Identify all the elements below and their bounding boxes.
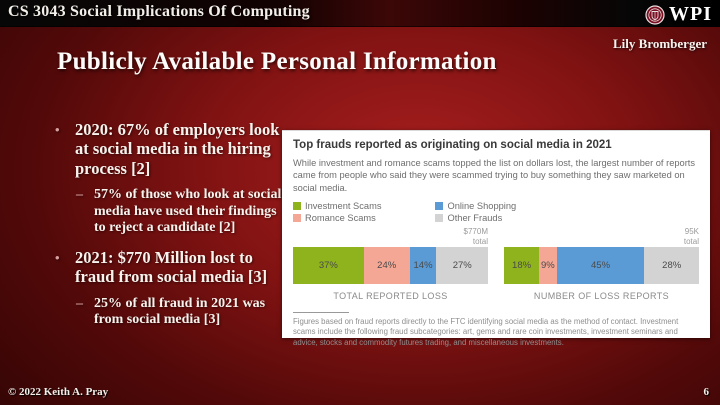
bullet-text: 57% of those who look at social media ha…: [94, 187, 282, 236]
bar-block: $770M total 37% 24% 14% 27% TOTAL REPORTED LOS…: [293, 225, 488, 301]
bar-segment: 27%: [436, 246, 488, 284]
chart-title: Top frauds reported as originating on so…: [293, 139, 612, 151]
stacked-bar: 18% 9% 45% 28%: [504, 246, 699, 284]
chart-bars: $770M total 37% 24% 14% 27% TOTAL REPORTED LOS…: [293, 225, 699, 301]
course-title: CS 3043 Social Implications Of Computing: [8, 3, 310, 20]
chart-footnote: Figures based on fraud reports directly …: [293, 316, 679, 347]
bar-segment: 24%: [363, 246, 410, 284]
bullet-list: • 2020: 67% of employers look at social m…: [55, 120, 283, 340]
chart-subtitle: While investment and romance scams toppe…: [293, 158, 696, 193]
legend-item: Other Frauds: [435, 213, 516, 223]
bullet-item: • 2020: 67% of employers look at social m…: [55, 120, 283, 178]
wpi-seal-icon: [645, 4, 665, 25]
bullet-text: 2021: $770 Million lost to fraud from so…: [75, 247, 268, 287]
legend-label: Other Frauds: [447, 212, 503, 223]
legend-item: Investment Scams: [293, 201, 381, 211]
page-number: 6: [703, 386, 710, 398]
legend-swatch-icon: [435, 213, 444, 222]
bullet-item: • 2021: $770 Million lost to fraud from s…: [55, 248, 283, 287]
fraud-chart-panel: Top frauds reported as originating on so…: [282, 130, 710, 347]
legend-label: Online Shopping: [447, 200, 517, 211]
bullet-text: 25% of all fraud in 2021 was from social…: [94, 295, 266, 328]
bar-total-label: 95K total: [683, 226, 699, 246]
bullet-item: –25% of all fraud in 2021 was from socia…: [76, 296, 283, 329]
bar-segment: 18%: [504, 246, 540, 284]
footer-copyright: © 2022 Keith A. Pray: [8, 386, 109, 398]
legend-swatch-icon: [435, 201, 444, 210]
bullet-marker: –: [76, 295, 83, 311]
bar-total-label: $770M total: [463, 226, 488, 246]
bullet-text: 2020: 67% of employers look at social me…: [75, 120, 280, 178]
footnote-rule: [293, 311, 349, 313]
legend-label: Investment Scams: [305, 200, 382, 211]
legend-swatch-icon: [293, 201, 301, 210]
legend-label: Romance Scams: [305, 212, 376, 223]
stacked-bar: 37% 24% 14% 27%: [293, 246, 488, 284]
bullet-marker: •: [55, 249, 60, 265]
bullet-marker: •: [55, 122, 60, 137]
legend-item: Romance Scams: [293, 213, 381, 223]
bullet-marker: –: [76, 187, 83, 203]
author-name: Lily Bromberger: [613, 36, 707, 51]
wpi-logo-text: WPI: [669, 3, 712, 25]
bar-segment: 37%: [293, 246, 364, 284]
panel-top-rule: [282, 130, 710, 131]
bar-segment: 28%: [644, 246, 699, 284]
bar-segment: 14%: [409, 246, 437, 284]
bar-axis-label: TOTAL REPORTED LOSS: [333, 290, 448, 301]
bar-axis-label: NUMBER OF LOSS REPORTS: [533, 290, 670, 301]
bar-block: 95K total 18% 9% 45% 28% NUMBER OF LOSS REPORT…: [504, 225, 699, 301]
slide-title: Publicly Available Personal Information: [57, 48, 497, 75]
bar-segment: 45%: [556, 246, 645, 284]
wpi-logo: WPI: [645, 3, 712, 26]
legend-swatch-icon: [293, 213, 301, 222]
header-bar: CS 3043 Social Implications Of Computing: [0, 0, 720, 27]
chart-legend: Investment Scams Romance Scams Online Shop…: [293, 201, 699, 223]
legend-item: Online Shopping: [435, 201, 516, 211]
bar-segment: 9%: [539, 246, 557, 284]
bullet-item: –57% of those who look at social media h…: [76, 187, 283, 237]
